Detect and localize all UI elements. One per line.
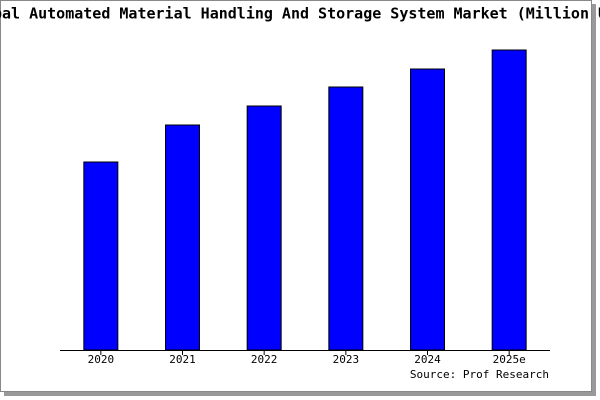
bar	[246, 105, 282, 351]
bar	[165, 124, 200, 351]
x-tick-label: 2021	[169, 353, 196, 366]
x-tick-label: 2024	[414, 353, 441, 366]
chart-title: Global Automated Material Handling And S…	[0, 5, 600, 23]
source-note: Source: Prof Research	[410, 368, 549, 381]
x-tick-label: 2022	[251, 353, 278, 366]
x-tick-label: 2023	[333, 353, 360, 366]
bar	[328, 86, 364, 351]
bar	[83, 161, 119, 351]
bar	[491, 49, 527, 351]
bar	[410, 68, 445, 351]
x-tick-label: 2020	[88, 353, 115, 366]
x-tick-label: 2025e	[493, 353, 526, 366]
